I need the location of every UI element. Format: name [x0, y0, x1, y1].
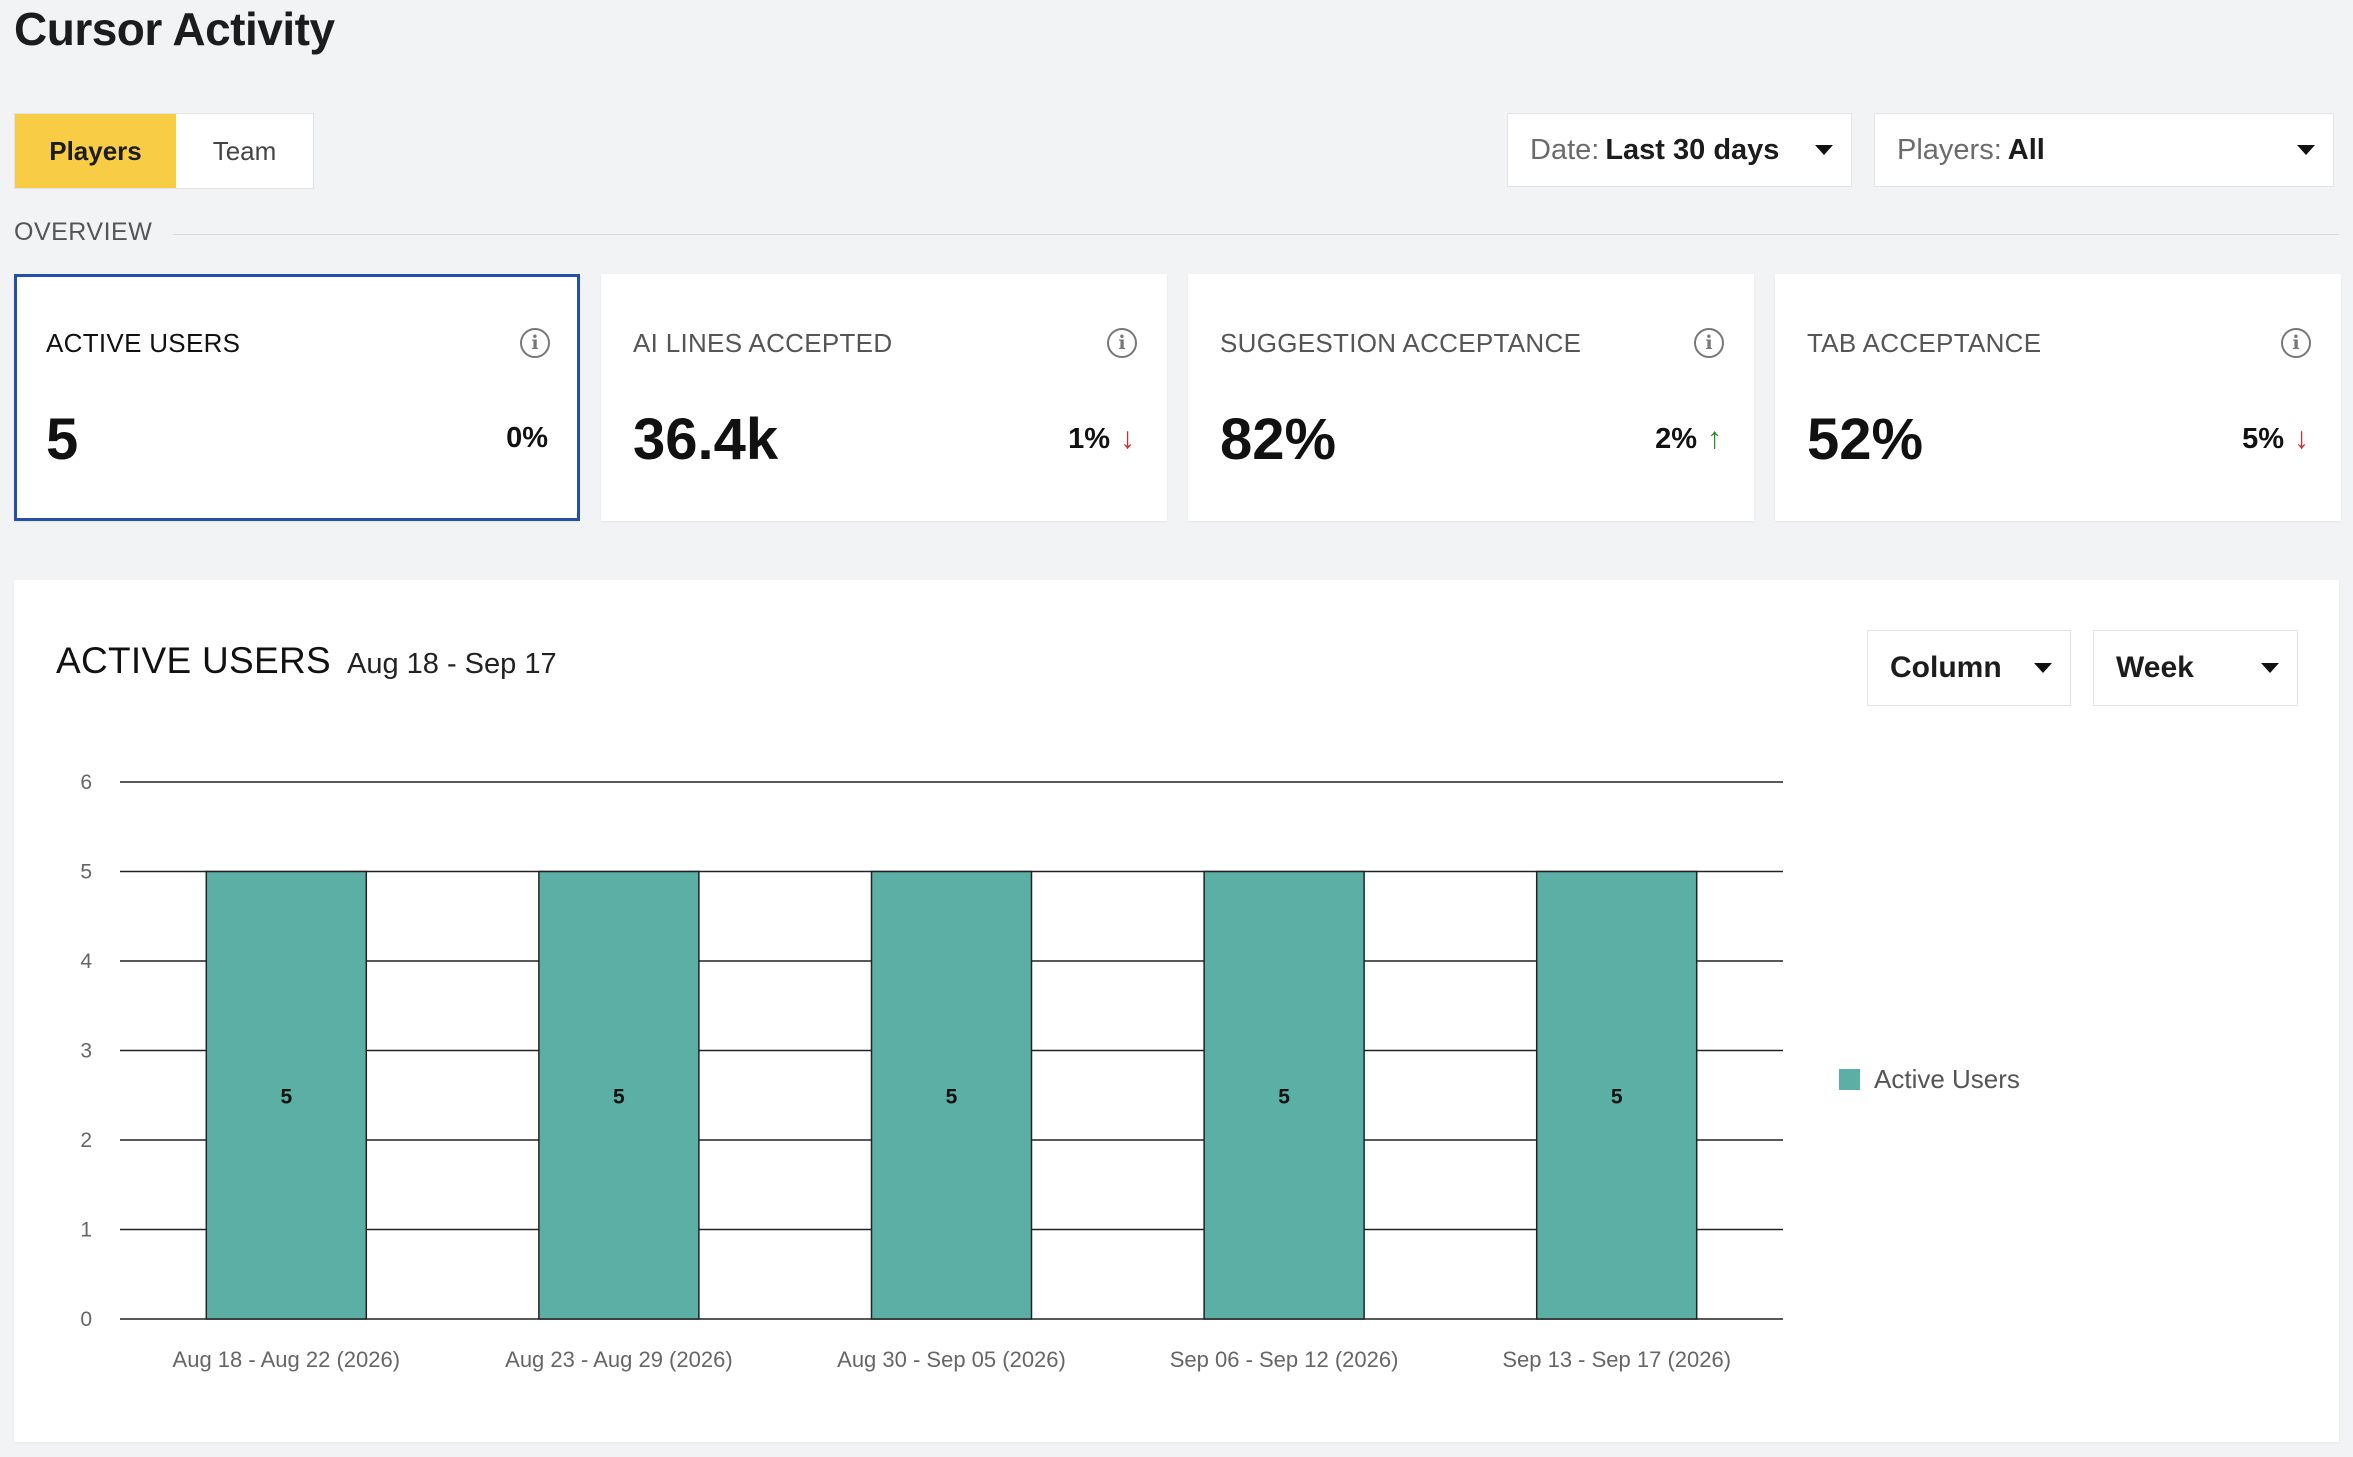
chart-bar [870, 870, 1033, 1320]
metric-card-delta: 2% ↑ [1655, 422, 1722, 456]
caret-down-icon [2297, 145, 2315, 155]
arrow-up-icon: ↑ [1707, 422, 1722, 455]
y-tick-label: 3 [80, 1040, 92, 1063]
tab-team[interactable]: Team [212, 135, 277, 166]
chart-bar [538, 870, 700, 1320]
date-filter-select[interactable]: Date: Last 30 days [1507, 113, 1852, 187]
metric-card-tab-acceptance[interactable]: TAB ACCEPTANCE i 52% 5% ↓ [1775, 274, 2341, 521]
chart-type-select[interactable]: Column [1867, 630, 2071, 706]
y-tick-label: 4 [80, 950, 92, 973]
y-tick-label: 0 [80, 1308, 92, 1331]
bar-data-label: 5 [1278, 1085, 1290, 1108]
info-icon[interactable]: i [1107, 328, 1137, 358]
metric-card-delta: 1% ↓ [1068, 422, 1135, 456]
legend-label: Active Users [1874, 1064, 2020, 1094]
metric-card-title: ACTIVE USERS [46, 328, 241, 358]
x-tick-label: Sep 06 - Sep 12 (2026) [1170, 1347, 1399, 1372]
tab-players[interactable]: Players [15, 114, 176, 188]
date-filter-label: Date: [1530, 133, 1600, 166]
interval-value: Week [2116, 651, 2194, 684]
y-tick-label: 1 [80, 1219, 92, 1242]
chart-bar [1535, 870, 1698, 1320]
metric-card-active-users[interactable]: ACTIVE USERS i 5 0% [14, 274, 580, 521]
metric-card-delta: 0% [506, 422, 548, 455]
x-tick-label: Aug 23 - Aug 29 (2026) [505, 1347, 733, 1372]
chart-bar [205, 870, 368, 1320]
metric-card-value: 5 [46, 407, 79, 472]
x-tick-label: Aug 30 - Sep 05 (2026) [837, 1347, 1066, 1372]
caret-down-icon [2261, 663, 2279, 673]
interval-select[interactable]: Week [2093, 630, 2298, 706]
view-tabs: Players Team [14, 113, 314, 189]
players-filter-value: All [2007, 133, 2045, 166]
date-filter-value: Last 30 days [1605, 133, 1780, 166]
metric-card-title: AI LINES ACCEPTED [633, 328, 893, 358]
metric-card-value: 82% [1220, 407, 1337, 472]
info-icon[interactable]: i [1694, 328, 1724, 358]
caret-down-icon [1815, 145, 1833, 155]
x-tick-label: Sep 13 - Sep 17 (2026) [1502, 1347, 1731, 1372]
overview-divider [173, 234, 2339, 235]
metric-card-delta-value: 5% [2242, 422, 2284, 455]
overview-heading: OVERVIEW [14, 218, 153, 246]
chart-panel-date-range: Aug 18 - Sep 17 [347, 648, 557, 680]
metric-card-delta-value: 2% [1655, 422, 1697, 455]
metric-card-title: SUGGESTION ACCEPTANCE [1220, 328, 1582, 358]
chart-type-value: Column [1890, 651, 2002, 684]
caret-down-icon [2034, 663, 2052, 673]
bar-data-label: 5 [613, 1085, 625, 1108]
active-users-bar-chart: 0 1 2 3 4 5 6 5 Aug 18 - Aug 22 (2026) 5 Aug 23 - … [80, 771, 1783, 1372]
info-icon[interactable]: i [520, 328, 550, 358]
legend-swatch [1839, 1069, 1860, 1090]
chart-panel-title: ACTIVE USERS [56, 640, 331, 681]
metric-card-value: 36.4k [633, 407, 779, 472]
bar-data-label: 5 [280, 1085, 292, 1108]
chart-bar [1203, 870, 1365, 1320]
chart-legend[interactable]: Active Users [1839, 1064, 2020, 1095]
metric-card-value: 52% [1807, 407, 1924, 472]
info-icon[interactable]: i [2281, 328, 2311, 358]
players-filter-label: Players: [1897, 133, 2002, 166]
bar-data-label: 5 [946, 1085, 958, 1108]
metric-card-delta-value: 0% [506, 422, 548, 454]
bar-data-label: 5 [1611, 1085, 1623, 1108]
metric-card-delta-value: 1% [1068, 422, 1110, 455]
y-tick-label: 2 [80, 1129, 92, 1152]
metric-card-suggestion-acceptance[interactable]: SUGGESTION ACCEPTANCE i 82% 2% ↑ [1188, 274, 1754, 521]
y-tick-label: 5 [80, 861, 92, 884]
arrow-down-icon: ↓ [2294, 422, 2309, 455]
x-tick-label: Aug 18 - Aug 22 (2026) [173, 1347, 401, 1372]
page-title: Cursor Activity [14, 3, 335, 55]
metric-card-delta: 5% ↓ [2242, 422, 2309, 456]
players-filter-select[interactable]: Players: All [1874, 113, 2334, 187]
arrow-down-icon: ↓ [1120, 422, 1135, 455]
metric-card-title: TAB ACCEPTANCE [1807, 328, 2042, 358]
y-tick-label: 6 [80, 771, 92, 794]
active-users-chart-panel: ACTIVE USERS Aug 18 - Sep 17 Column Week… [14, 580, 2339, 1442]
metric-card-ai-lines-accepted[interactable]: AI LINES ACCEPTED i 36.4k 1% ↓ [601, 274, 1167, 521]
